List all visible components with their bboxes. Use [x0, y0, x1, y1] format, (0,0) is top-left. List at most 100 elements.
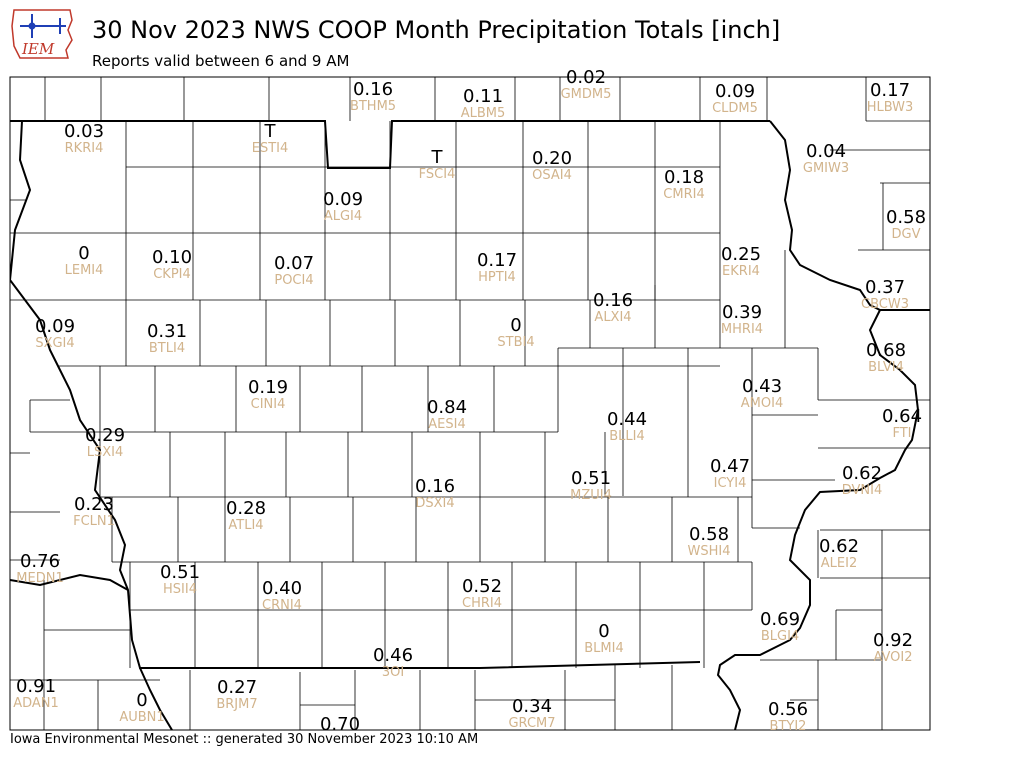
precip-value: 0.17: [477, 250, 517, 271]
precip-value: 0.03: [64, 121, 104, 142]
precip-value: 0.44: [607, 409, 647, 430]
precip-value: 0.43: [742, 376, 782, 397]
station-id-label: ESTI4: [252, 141, 289, 156]
station-id-label: GMDM5: [561, 87, 612, 102]
station-id-label: MZUI4: [570, 488, 612, 503]
precip-value: 0.11: [463, 86, 503, 107]
station-id-label: ADAN1: [13, 696, 59, 711]
precip-value: 0.40: [262, 578, 302, 599]
precip-value: 0.17: [870, 80, 910, 101]
precip-value: 0.46: [373, 645, 413, 666]
station-id-label: AESI4: [428, 417, 465, 432]
precip-value: 0.47: [710, 456, 750, 477]
precip-value: 0: [136, 690, 147, 711]
station-id-label: RKRI4: [65, 141, 104, 156]
state-boundaries: [10, 120, 930, 730]
precip-value: 0.28: [226, 498, 266, 519]
station-id-label: CKPI4: [153, 267, 191, 282]
station-id-label: GRCM7: [508, 716, 555, 731]
station-id-label: ALBM5: [461, 106, 506, 121]
station-id-label: LEMI4: [65, 263, 104, 278]
station-id-label: BLGI4: [761, 629, 799, 644]
station-id-label: POCI4: [274, 273, 313, 288]
station-id-label: AUBN1: [119, 710, 164, 725]
station-id-label: SXGI4: [35, 336, 74, 351]
station-id-label: LSXI4: [87, 445, 124, 460]
map-footer: Iowa Environmental Mesonet :: generated …: [10, 732, 479, 747]
iem-logo: IEM: [11, 9, 73, 59]
station-id-label: DGV: [892, 227, 921, 242]
station-id-label: BLMI4: [584, 641, 623, 656]
precip-value: T: [264, 121, 277, 142]
precip-value: 0.04: [806, 141, 846, 162]
precip-value: 0.34: [512, 696, 552, 717]
station-id-label: FCLN1: [73, 514, 115, 529]
station-id-label: GMIW3: [803, 161, 849, 176]
station-id-label: MEDN1: [16, 571, 63, 586]
station-id-label: BTYI2: [770, 719, 807, 734]
station-id-label: ALGI4: [324, 209, 362, 224]
station-id-label: ALXI4: [594, 310, 631, 325]
station-unlabeled: 0.70: [320, 714, 360, 735]
station-id-label: CHRI4: [462, 596, 502, 611]
precip-value: 0.51: [571, 468, 611, 489]
station-id-label: BLLI4: [609, 429, 645, 444]
precip-value: 0.18: [664, 167, 704, 188]
precip-value: 0.69: [760, 609, 800, 630]
station-id-label: CINI4: [251, 397, 286, 412]
station-id-label: AMOI4: [741, 396, 783, 411]
station-id-label: DSXI4: [415, 496, 454, 511]
station-id-label: DVNI4: [842, 483, 883, 498]
precip-value: 0: [510, 315, 521, 336]
precip-value: 0.23: [74, 494, 114, 515]
precip-value: 0.62: [819, 536, 859, 557]
logo-text: IEM: [21, 40, 55, 58]
precip-value: 0.70: [320, 714, 360, 735]
precip-value: 0.16: [353, 79, 393, 100]
station-id-label: STBI4: [497, 335, 534, 350]
precip-value: 0.58: [689, 524, 729, 545]
map-title: 30 Nov 2023 NWS COOP Month Precipitation…: [92, 16, 781, 44]
station-id-label: EKRI4: [722, 264, 760, 279]
station-id-label: CMRI4: [663, 187, 704, 202]
precip-value: 0.16: [593, 290, 633, 311]
station-id-label: CBCW3: [861, 297, 909, 312]
precip-value: 0.20: [532, 148, 572, 169]
station-id-label: OSAI4: [532, 168, 572, 183]
